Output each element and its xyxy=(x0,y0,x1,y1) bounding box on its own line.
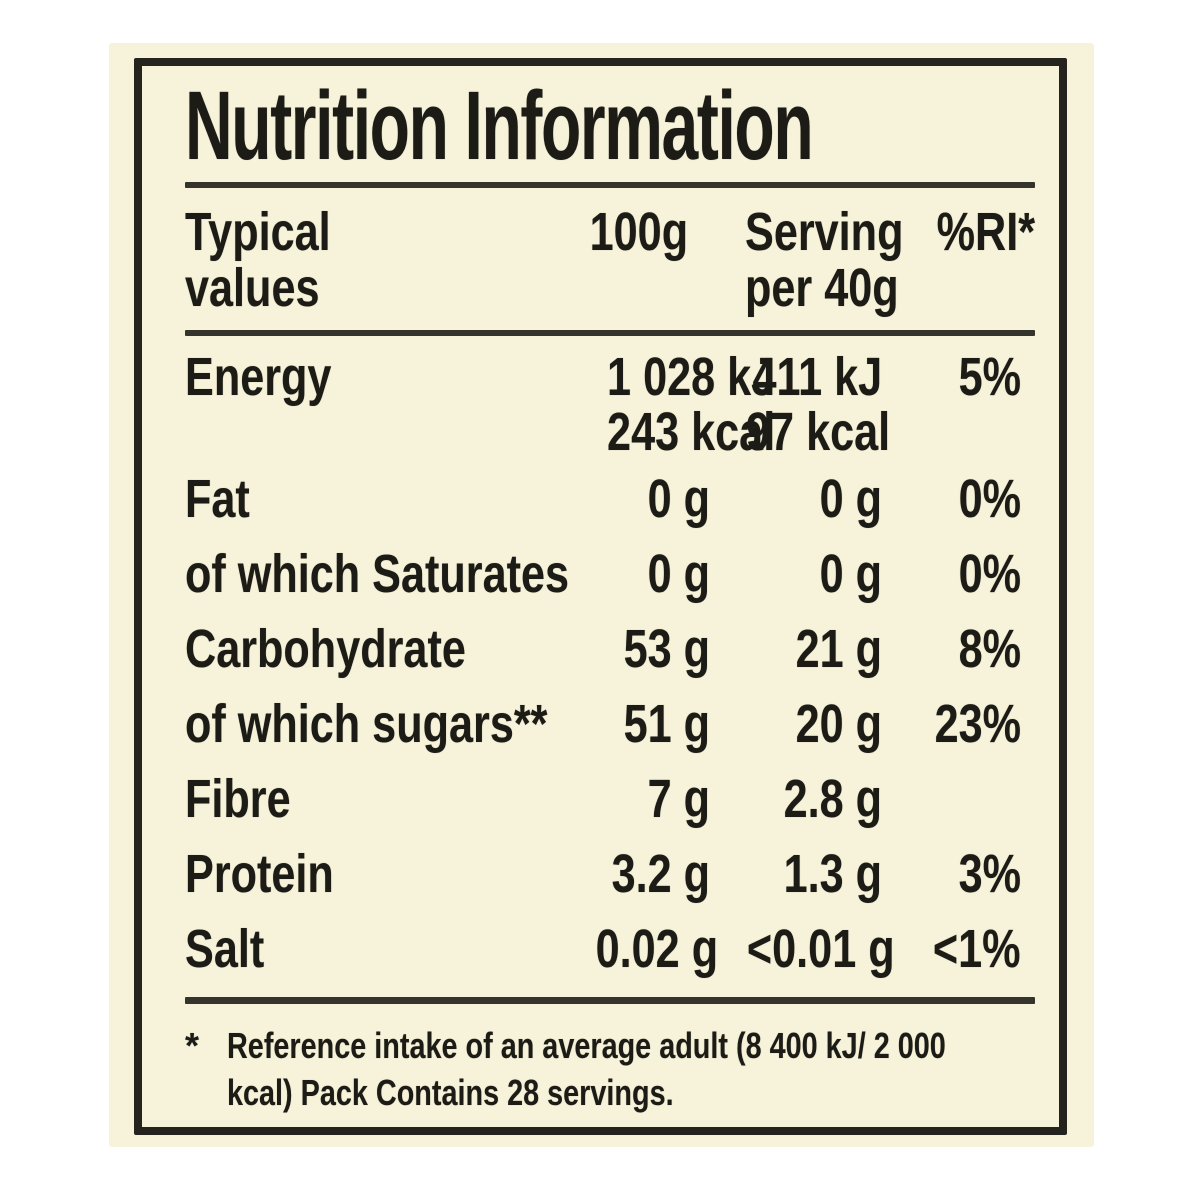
nutrition-label: Nutrition Information Typical values 100… xyxy=(109,43,1094,1147)
label-title-row: Nutrition Information xyxy=(185,71,1035,180)
divider-under-header xyxy=(185,330,1035,336)
table-row-saturates: of which Saturates 0 g 0 g 0% xyxy=(185,547,1035,602)
value-percent-ri: 23% xyxy=(934,694,1021,754)
table-row-fat: Fat 0 g 0 g 0% xyxy=(185,472,1035,527)
footnote-text: Reference intake of an average adult (8 … xyxy=(227,1025,946,1113)
nutrient-name: Salt xyxy=(185,919,265,979)
value-per-serving: 0 g xyxy=(819,469,882,529)
value-percent-ri: <1% xyxy=(933,919,1021,979)
value-per-100g: 51 g xyxy=(623,694,710,754)
table-row-salt: Salt 0.02 g <0.01 g <1% xyxy=(185,922,1035,977)
value-percent-ri: 8% xyxy=(958,619,1021,679)
table-row-carbohydrate: Carbohydrate 53 g 21 g 8% xyxy=(185,622,1035,677)
nutrient-name: of which sugars** xyxy=(185,694,548,754)
value-percent-ri: 0% xyxy=(958,469,1021,529)
table-row-sugars: of which sugars** 51 g 20 g 23% xyxy=(185,697,1035,752)
label-title: Nutrition Information xyxy=(185,71,814,180)
value-per-100g: 0 g xyxy=(647,544,710,604)
footnote-asterisk: * xyxy=(185,1025,200,1066)
value-per-serving: <0.01 g xyxy=(746,919,895,979)
table-row-energy: Energy 1 028 kJ 243 kcal 411 kJ 97 kcal … xyxy=(185,350,1035,460)
nutrient-name: Energy xyxy=(185,347,332,407)
value-per-serving: 21 g xyxy=(795,619,882,679)
value-per-100g: 0 g xyxy=(647,469,710,529)
nutrition-table-body: Energy 1 028 kJ 243 kcal 411 kJ 97 kcal … xyxy=(185,350,1035,977)
value-percent-ri: 5% xyxy=(958,347,1021,407)
table-row-protein: Protein 3.2 g 1.3 g 3% xyxy=(185,847,1035,902)
column-header-serving-per-40g: Serving per 40g xyxy=(745,202,904,318)
nutrient-name: Fat xyxy=(185,469,250,529)
nutrient-name: Protein xyxy=(185,844,334,904)
table-row-fibre: Fibre 7 g 2.8 g xyxy=(185,772,1035,827)
value-per-serving: 2.8 g xyxy=(783,769,882,829)
value-percent-ri xyxy=(882,772,1035,827)
value-per-100g: 3.2 g xyxy=(611,844,710,904)
value-percent-ri: 0% xyxy=(958,544,1021,604)
value-per-100g: 53 g xyxy=(623,619,710,679)
divider-above-footnote xyxy=(185,997,1035,1004)
value-per-serving: 0 g xyxy=(819,544,882,604)
table-header-row: Typical values 100g Serving per 40g %RI* xyxy=(185,204,1035,316)
reference-intake-footnote: * Reference intake of an average adult (… xyxy=(185,1022,1035,1116)
column-header-typical-values: Typical values xyxy=(185,202,331,318)
value-percent-ri: 3% xyxy=(958,844,1021,904)
column-header-percent-ri: %RI* xyxy=(936,202,1035,262)
nutrient-name: Carbohydrate xyxy=(185,619,466,679)
value-per-100g: 0.02 g xyxy=(595,919,719,979)
nutrient-name: of which Saturates xyxy=(185,544,570,604)
value-per-serving: 411 kJ 97 kcal xyxy=(746,347,891,462)
value-per-serving: 20 g xyxy=(795,694,882,754)
divider-under-title xyxy=(185,182,1035,188)
nutrient-name: Fibre xyxy=(185,769,291,829)
value-per-100g: 1 028 kJ 243 kcal xyxy=(607,347,776,462)
value-per-100g: 7 g xyxy=(647,769,710,829)
label-border-box: Nutrition Information Typical values 100… xyxy=(134,58,1067,1135)
value-per-serving: 1.3 g xyxy=(783,844,882,904)
column-header-100g: 100g xyxy=(589,202,689,262)
